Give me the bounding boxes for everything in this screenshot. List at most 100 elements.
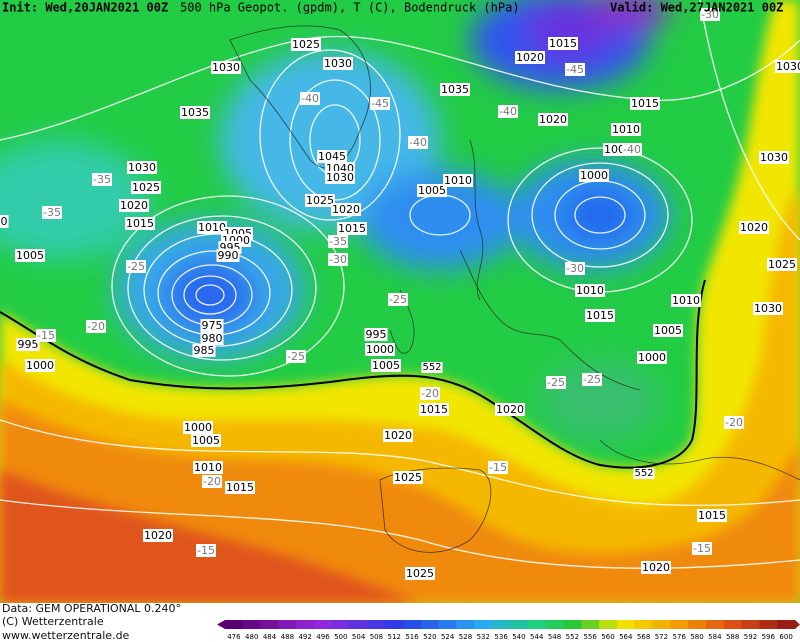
pressure-label-box	[611, 123, 641, 136]
legend-tick-label: 572	[655, 633, 668, 641]
legend-swatch	[777, 620, 796, 629]
pressure-label: 1000	[366, 343, 394, 356]
pressure-label-box	[671, 294, 701, 307]
pressure-label: 1020	[332, 203, 360, 216]
pressure-label: 1025	[768, 258, 796, 271]
temperature-label-box	[724, 416, 744, 429]
pressure-label-box	[775, 60, 800, 73]
pressure-label: 1030	[212, 61, 240, 74]
legend-tick-label: 480	[245, 633, 258, 641]
pressure-label: 1010	[194, 461, 222, 474]
pressure-label-box	[759, 151, 789, 164]
legend-swatch	[759, 620, 778, 629]
legend-tick-label: 568	[637, 633, 650, 641]
pressure-label-box	[579, 169, 609, 182]
legend-swatch	[474, 620, 493, 629]
legend-tick-label: 496	[316, 633, 330, 641]
pressure-label-box	[767, 258, 797, 271]
legend-tick-label: 564	[619, 633, 633, 641]
legend-tick-label: 584	[708, 633, 722, 641]
temperature-label: -25	[389, 293, 407, 306]
pressure-label: 1005	[192, 434, 220, 447]
pressure-label: 1020	[516, 51, 544, 64]
pressure-label: 1000	[638, 351, 666, 364]
legend-swatch	[438, 620, 458, 629]
legend-swatch	[349, 620, 368, 629]
legend-swatch	[456, 620, 475, 629]
legend-tick-label: 544	[530, 633, 544, 641]
legend-tick-label: 512	[388, 633, 401, 641]
pressure-label-box	[365, 343, 395, 356]
temperature-label: -40	[409, 136, 427, 149]
legend-swatch	[260, 620, 279, 629]
pressure-label: 1015	[420, 403, 448, 416]
pressure-label-box	[419, 403, 449, 416]
pressure-label-box	[211, 61, 241, 74]
contour-label-box	[633, 468, 655, 479]
pressure-label-box	[216, 249, 240, 262]
temperature-label: -20	[725, 416, 743, 429]
legend-swatch	[296, 620, 315, 629]
pressure-label-box	[191, 434, 221, 447]
pressure-label: 1010	[444, 174, 472, 187]
pressure-label: 995	[18, 338, 39, 351]
temperature-label: -25	[127, 260, 145, 273]
pressure-label-box	[305, 194, 335, 207]
legend-tick-label: 492	[298, 633, 311, 641]
legend-tick-label: 476	[227, 633, 241, 641]
pressure-label: 1005	[16, 249, 44, 262]
temperature-label: -25	[547, 376, 565, 389]
pressure-label: 1010	[198, 221, 226, 234]
contour-label-box	[421, 362, 443, 373]
footer-copyright: (C) Wetterzentrale	[2, 615, 104, 628]
temperature-label: -40	[301, 92, 319, 105]
legend-tick-label: 548	[548, 633, 561, 641]
temperature-label-box	[286, 350, 306, 363]
pressure-label-box	[325, 171, 355, 184]
legend-tick-label: 536	[494, 633, 508, 641]
pressure-label: 1000	[184, 421, 212, 434]
temperature-label: -15	[37, 329, 55, 342]
pressure-label-box	[131, 181, 161, 194]
pressure-label-box	[323, 57, 353, 70]
temperature-label: -15	[489, 461, 507, 474]
pressure-label: 1020	[740, 221, 768, 234]
pressure-label-box	[200, 332, 224, 345]
pressure-label: 1005	[372, 359, 400, 372]
temperature-label-box	[582, 373, 602, 386]
temperature-label-box	[92, 173, 112, 186]
legend-swatch	[527, 620, 547, 629]
temperature-label: -40	[623, 143, 641, 156]
legend-tick-label: 516	[405, 633, 419, 641]
legend-swatch	[331, 620, 351, 629]
pressure-label: 1010	[576, 284, 604, 297]
pressure-label-box	[317, 150, 347, 163]
pressure-label: 975	[202, 319, 223, 332]
legend-tick-label: 504	[352, 633, 366, 641]
temperature-label: -35	[93, 173, 111, 186]
pressure-label-box	[697, 509, 727, 522]
pressure-label: 1015	[126, 217, 154, 230]
pressure-label: 1010	[612, 123, 640, 136]
temperature-label: -20	[87, 320, 105, 333]
pressure-label: 1000	[26, 359, 54, 372]
pressure-label: 1000	[580, 169, 608, 182]
legend-swatch	[278, 620, 297, 629]
temperature-label-box	[388, 293, 408, 306]
valid-text: Valid: Wed,27JAN2021 00Z	[610, 1, 783, 15]
legend-tick-label: 484	[263, 633, 277, 641]
temperature-label: -35	[43, 206, 61, 219]
pressure-label: 1015	[338, 222, 366, 235]
temperature-label-box	[565, 262, 585, 275]
pressure-label: 1030	[760, 151, 788, 164]
temperature-label: -30	[329, 253, 347, 266]
pressure-label-box	[417, 184, 447, 197]
pressure-label: 1025	[306, 194, 334, 207]
legend-tick-label: 552	[566, 633, 579, 641]
legend-swatch	[385, 620, 404, 629]
pressure-label-box	[127, 161, 157, 174]
pressure-label-box	[653, 324, 683, 337]
pressure-label-box	[125, 217, 155, 230]
legend-swatch	[225, 620, 244, 629]
